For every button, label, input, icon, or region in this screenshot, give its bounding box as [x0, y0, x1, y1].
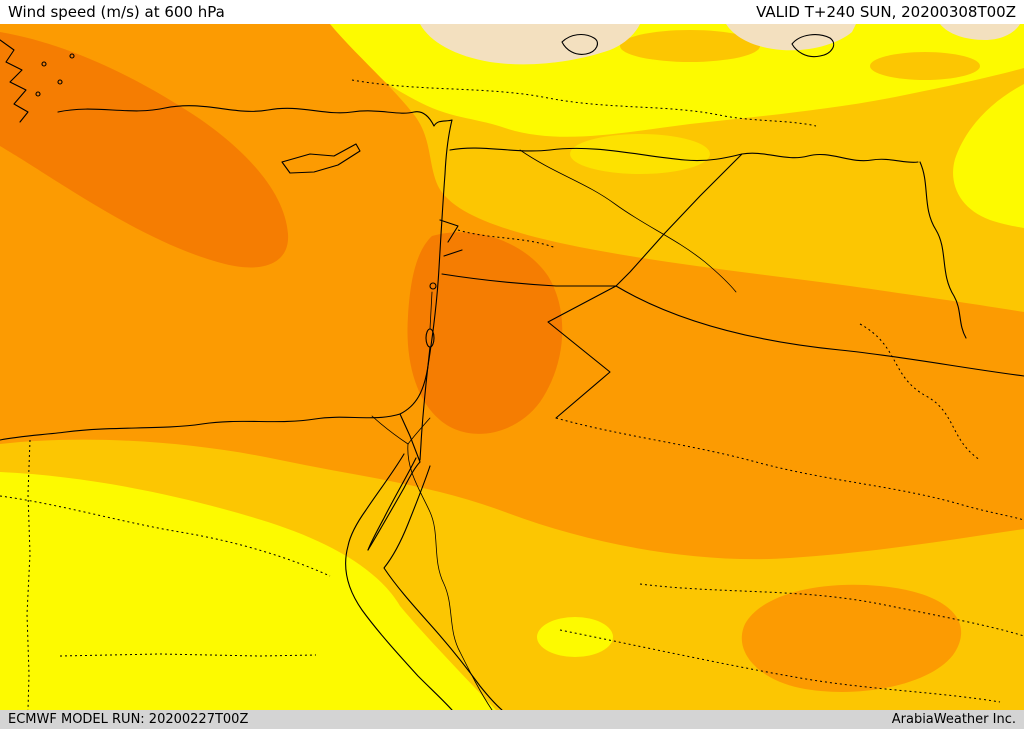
weather-map-area — [0, 24, 1024, 710]
wind-region-orange-blob-southeast — [741, 584, 962, 692]
gulf-of-aqaba-east-shore-and-red-sea-east-coast — [383, 465, 503, 710]
jordan-river — [429, 291, 433, 330]
lake-van-outline — [791, 34, 835, 58]
border-iraq-saudi — [615, 285, 1024, 377]
coastline-mediterranean — [0, 105, 453, 441]
coastline-aegean — [0, 39, 29, 123]
border-lebanon — [439, 219, 463, 257]
map-dashed-borders — [0, 79, 1024, 710]
weather-map — [0, 24, 1024, 710]
map-coast-and-borders — [0, 33, 1024, 710]
sinai-west-coast — [367, 457, 417, 551]
lake-tuz-outline — [561, 33, 598, 55]
lake-galilee-outline — [429, 282, 437, 290]
nile-delta-branch-west — [371, 415, 409, 445]
sinai-east-coast-gulf-of-aqaba — [367, 461, 421, 551]
wind-region-gold-patch-2 — [870, 52, 980, 80]
border-syria-iraq — [615, 153, 743, 287]
map-header: Wind speed (m/s) at 600 hPa VALID T+240 … — [0, 0, 1024, 24]
brand-label: ArabiaWeather Inc. — [891, 712, 1016, 727]
wind-region-dark-core-northwest — [0, 32, 289, 268]
island-aegean-3 — [35, 91, 41, 97]
wind-region-cream-top-right — [726, 24, 856, 51]
dashed-line-saudi-north — [555, 417, 1024, 521]
island-cyprus — [281, 143, 361, 174]
model-run-label: ECMWF MODEL RUN: 20200227T00Z — [8, 712, 249, 727]
gulf-of-suez-west-shore-and-red-sea-west-coast — [345, 453, 453, 710]
valid-time-label: VALID T+240 SUN, 20200308T00Z — [756, 3, 1016, 21]
border-syria-jordan — [441, 273, 617, 287]
wind-region-yellow-patch-south — [537, 617, 613, 657]
wind-region-yellow-bottom-left — [0, 472, 496, 710]
island-aegean-4 — [69, 53, 75, 59]
island-aegean-1 — [41, 61, 47, 67]
island-aegean-2 — [57, 79, 63, 85]
dashed-line-east — [859, 323, 981, 461]
dashed-border-egypt-sudan — [59, 653, 317, 657]
dashed-line-syria-interior — [457, 229, 557, 249]
wind-region-gold-patch-1 — [620, 30, 760, 62]
dashed-line-egypt-interior — [0, 495, 331, 577]
wind-region-dark-core-levant — [407, 232, 563, 434]
map-footer: ECMWF MODEL RUN: 20200227T00Z ArabiaWeat… — [0, 710, 1024, 729]
border-wadi-araba — [419, 346, 431, 461]
border-israel-egypt — [399, 413, 421, 463]
nile-delta-branch-east — [407, 417, 431, 445]
wind-region-cream-far-right — [940, 24, 1020, 40]
river-euphrates — [519, 149, 737, 293]
dashed-line-anatolia — [351, 79, 817, 127]
dashed-border-egypt-libya — [26, 439, 31, 710]
border-turkey-syria-iraq — [449, 147, 919, 163]
map-title: Wind speed (m/s) at 600 hPa — [8, 3, 225, 21]
border-iraq-iran — [919, 161, 967, 339]
border-jordan-saudi-zigzag — [547, 285, 617, 419]
wind-region-yellow-right-edge — [953, 84, 1024, 228]
